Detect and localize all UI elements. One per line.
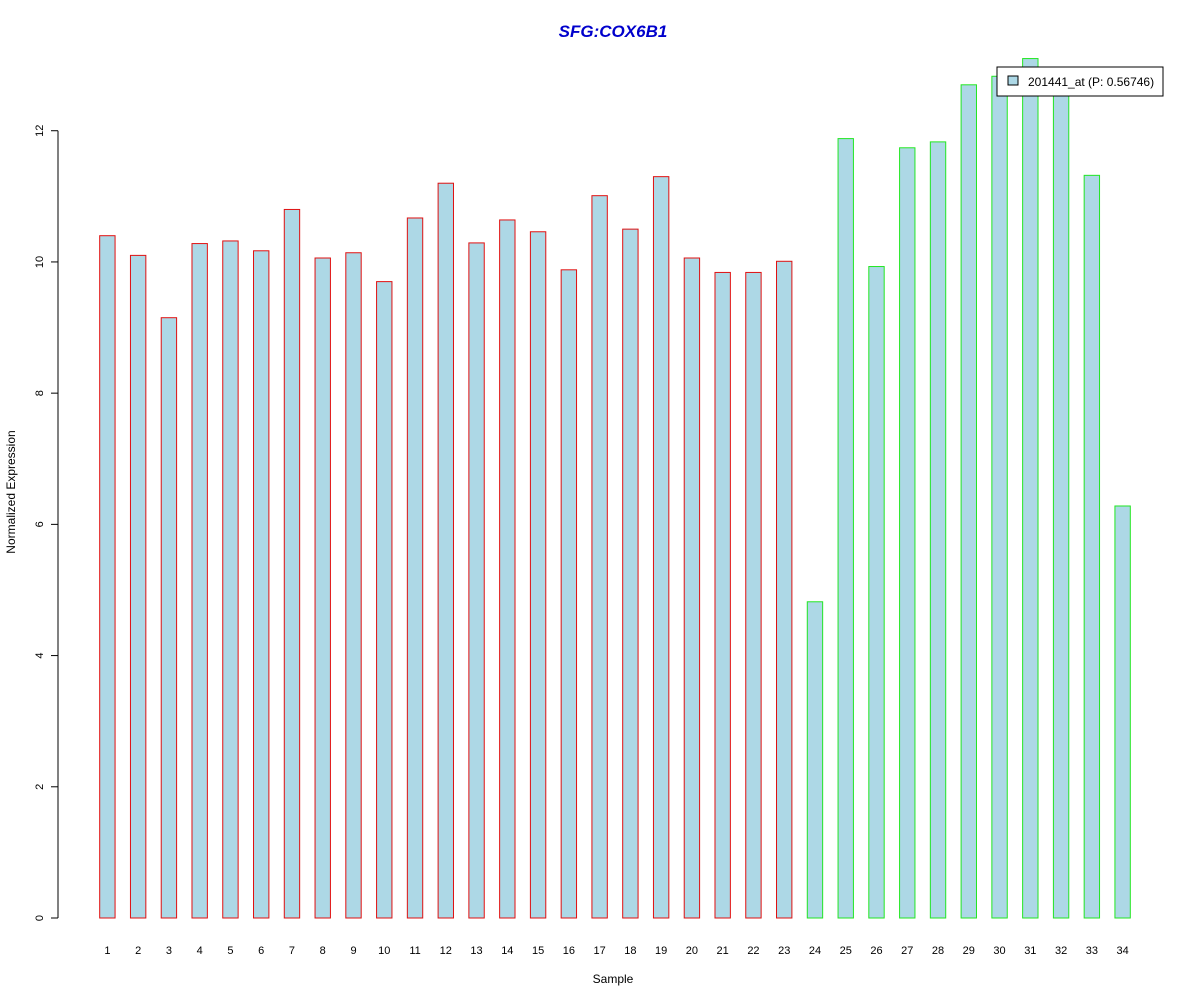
bar-sample-14 xyxy=(499,219,516,919)
legend-label: 201441_at (P: 0.56746) xyxy=(1028,75,1154,89)
bar-sample-12 xyxy=(437,182,454,919)
bar-sample-22 xyxy=(745,271,762,919)
y-tick-label: 0 xyxy=(34,915,46,921)
x-tick-label: 18 xyxy=(624,945,636,957)
bar-sample-6 xyxy=(253,250,270,919)
x-tick-label: 11 xyxy=(409,945,420,957)
legend: 201441_at (P: 0.56746) xyxy=(996,66,1164,97)
x-tick-label: 1 xyxy=(104,945,110,957)
y-tick-label: 12 xyxy=(34,125,46,137)
legend-swatch xyxy=(1007,75,1019,86)
bar-sample-24 xyxy=(806,601,824,919)
bar-sample-26 xyxy=(868,266,885,919)
bar-sample-7 xyxy=(283,208,301,919)
y-tick-label: 6 xyxy=(34,521,46,527)
x-tick-label: 14 xyxy=(501,945,513,957)
bar-sample-10 xyxy=(376,281,393,919)
bar-sample-15 xyxy=(529,231,547,919)
x-tick-label: 8 xyxy=(320,945,326,957)
bar-sample-11 xyxy=(406,217,424,919)
x-tick-label: 34 xyxy=(1116,945,1128,957)
x-tick-label: 19 xyxy=(655,945,667,957)
bar-sample-17 xyxy=(591,195,608,919)
x-tick-label: 13 xyxy=(470,945,482,957)
x-tick-label: 24 xyxy=(809,945,821,957)
x-tick-label: 27 xyxy=(901,945,913,957)
bar-sample-18 xyxy=(622,228,639,919)
x-tick-label: 30 xyxy=(993,945,1005,957)
x-axis-label: Sample xyxy=(593,972,634,986)
bar-sample-27 xyxy=(899,147,916,919)
bar-sample-1 xyxy=(99,235,116,919)
y-tick-label: 10 xyxy=(34,256,46,268)
x-tick-label: 9 xyxy=(350,945,356,957)
y-tick-label: 8 xyxy=(34,390,46,396)
x-tick-label: 4 xyxy=(197,945,203,957)
bar-sample-16 xyxy=(560,269,578,919)
x-tick-label: 28 xyxy=(932,945,944,957)
x-tick-label: 29 xyxy=(963,945,975,957)
x-tick-label: 26 xyxy=(870,945,882,957)
y-tick-label: 2 xyxy=(34,784,46,790)
x-axis-tick-labels: 1 2 3 4 5 6 7 8 9 10 11 12 13 14 15 16 17 18 19 20 21 22 23 24 2… xyxy=(104,945,1128,957)
bar-series xyxy=(99,58,1131,919)
bar-sample-28 xyxy=(929,141,947,919)
bar-sample-3 xyxy=(160,317,178,919)
chart-title: SFG:COX6B1 xyxy=(559,22,668,41)
bar-sample-20 xyxy=(683,257,701,919)
bar-sample-25 xyxy=(837,138,854,919)
x-tick-label: 15 xyxy=(532,945,544,957)
bar-sample-19 xyxy=(652,176,670,919)
x-tick-label: 5 xyxy=(227,945,233,957)
bar-sample-30 xyxy=(991,75,1008,919)
x-tick-label: 20 xyxy=(686,945,698,957)
bar-sample-23 xyxy=(776,260,793,919)
x-tick-label: 6 xyxy=(258,945,264,957)
bar-sample-2 xyxy=(129,254,147,919)
bar-sample-33 xyxy=(1083,174,1101,919)
x-tick-label: 17 xyxy=(593,945,605,957)
x-tick-label: 23 xyxy=(778,945,790,957)
y-axis-label: Normalized Expression xyxy=(4,430,18,553)
x-tick-label: 12 xyxy=(440,945,452,957)
x-tick-label: 32 xyxy=(1055,945,1067,957)
bar-sample-9 xyxy=(345,252,362,919)
bar-sample-5 xyxy=(222,240,239,919)
bar-sample-32 xyxy=(1052,75,1070,919)
legend-box xyxy=(996,66,1164,97)
x-tick-label: 21 xyxy=(717,945,729,957)
bar-sample-4 xyxy=(191,243,208,919)
y-tick-label: 4 xyxy=(34,653,46,659)
bar-sample-34 xyxy=(1114,505,1131,919)
bar-sample-21 xyxy=(714,271,731,919)
x-tick-label: 16 xyxy=(563,945,575,957)
x-tick-label: 2 xyxy=(135,945,141,957)
x-tick-label: 10 xyxy=(378,945,390,957)
x-tick-label: 25 xyxy=(840,945,852,957)
y-axis: 0 2 4 6 8 10 12 xyxy=(34,125,59,921)
bar-sample-13 xyxy=(468,242,485,919)
x-tick-label: 31 xyxy=(1024,945,1036,957)
x-tick-label: 33 xyxy=(1086,945,1098,957)
x-tick-label: 3 xyxy=(166,945,172,957)
bar-sample-8 xyxy=(314,257,331,919)
x-tick-label: 7 xyxy=(289,945,295,957)
bar-sample-29 xyxy=(960,84,977,919)
bar-sample-31 xyxy=(1022,58,1039,919)
x-tick-label: 22 xyxy=(747,945,759,957)
